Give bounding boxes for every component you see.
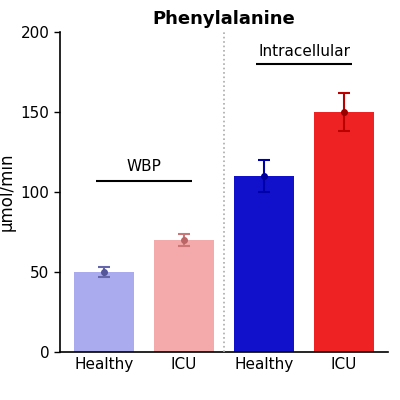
Bar	[314, 112, 374, 352]
Text: Intracellular: Intracellular	[258, 44, 350, 59]
Y-axis label: μmol/min: μmol/min	[0, 153, 15, 231]
Bar	[154, 240, 214, 352]
Bar	[234, 176, 294, 352]
Text: WBP: WBP	[126, 159, 162, 174]
Bar	[74, 272, 134, 352]
Title: Phenylalanine: Phenylalanine	[153, 10, 295, 28]
